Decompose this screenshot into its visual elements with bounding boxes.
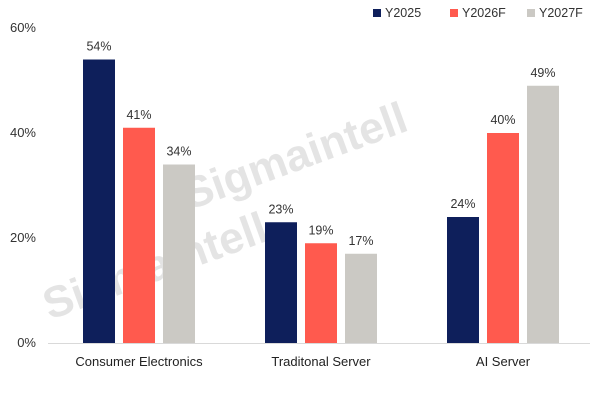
legend-swatch-y2026f [450,9,458,17]
bar-y2027f-2 [527,85,559,343]
legend-swatch-y2025 [373,9,381,17]
legend-swatch-y2027f [527,9,535,17]
bar-y2026f-0 [123,127,155,343]
category-label: Consumer Electronics [75,354,203,369]
data-label: 24% [450,197,475,211]
data-label: 54% [86,40,111,54]
data-label: 19% [308,223,333,237]
data-label: 34% [166,145,191,159]
y-tick-label: 60% [10,20,36,35]
y-axis: 0% 20% 40% 60% [10,20,36,350]
data-label: 49% [530,66,555,80]
legend-label-y2026f: Y2026F [462,6,506,20]
legend-label-y2027f: Y2027F [539,6,583,20]
watermark-text: Sigmaintell [36,203,273,329]
bars [83,59,559,343]
y-tick-label: 20% [10,230,36,245]
data-label: 41% [126,108,151,122]
bar-y2025-0 [83,59,115,343]
data-label: 17% [348,234,373,248]
bar-y2027f-0 [163,164,195,343]
legend-label-y2025: Y2025 [385,6,421,20]
category-label: Traditonal Server [271,354,371,369]
y-tick-label: 0% [17,335,36,350]
watermark-text: Sigmaintell [176,93,413,219]
legend: Y2025 Y2026F Y2027F [373,6,583,20]
bar-y2025-2 [447,217,479,343]
category-label: AI Server [476,354,531,369]
bar-y2025-1 [265,222,297,343]
bar-y2026f-2 [487,133,519,343]
data-label: 40% [490,113,515,127]
y-tick-label: 40% [10,125,36,140]
data-labels: 54% 23% 24% 41% 19% 40% 34% 17% 49% [86,40,555,248]
data-label: 23% [268,202,293,216]
bar-y2026f-1 [305,243,337,343]
x-axis: Consumer Electronics Traditonal Server AI … [48,343,590,369]
bar-y2027f-1 [345,253,377,343]
